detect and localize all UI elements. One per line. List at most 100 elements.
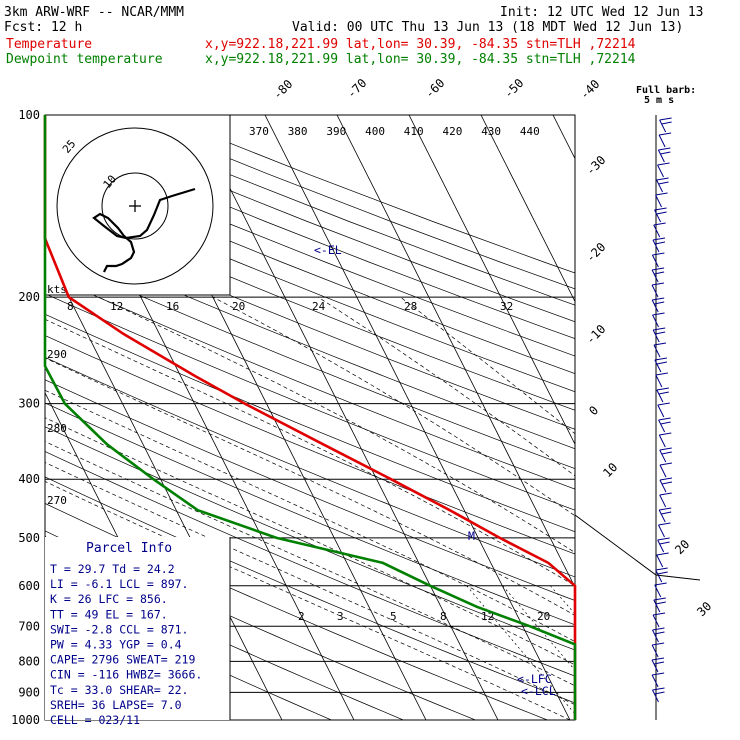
pressure-label: 600 — [18, 579, 40, 593]
wind-barb-flag — [654, 241, 666, 245]
wind-barb-staff — [658, 509, 666, 523]
isotherm-label: -40 — [577, 77, 602, 102]
forecast-hour: Fcst: 12 h — [4, 20, 82, 35]
parcel-info-row: TT = 49 EL = 167. — [50, 607, 168, 621]
mixing-ratio-line — [550, 585, 575, 615]
hodo-speed-label: 20 — [232, 300, 245, 313]
wind-barb-staff — [655, 374, 663, 388]
wind-barb-flag — [656, 211, 667, 215]
wind-barb-flag — [655, 372, 668, 376]
mixing-ratio-labels: 2 3 5 8 12 20 — [298, 610, 550, 623]
isotherm-line — [480, 115, 575, 303]
lfc-marker: <-LFC — [517, 672, 552, 686]
wind-barb-flag — [658, 417, 671, 421]
wind-barb-flag — [652, 627, 665, 631]
wind-barb-flag — [656, 361, 667, 365]
isotherm-label: 20 — [672, 537, 692, 557]
wind-barb-flag — [661, 481, 673, 485]
wind-barb-staff — [659, 464, 667, 478]
wind-barb-staff — [654, 584, 662, 598]
isotherm-label: -60 — [422, 76, 447, 101]
isotherm-label: -20 — [583, 240, 608, 265]
wind-barb-staff — [655, 569, 663, 583]
dry-adiabat — [45, 426, 575, 651]
wind-barb-flag — [654, 582, 667, 586]
dry-adiabat — [45, 588, 333, 720]
wind-barb-staff — [654, 359, 662, 373]
plot-frame — [44, 114, 576, 721]
wind-barb-staff — [652, 239, 660, 253]
dewpoint-trace — [43, 115, 577, 720]
dry-adiabat — [45, 293, 575, 511]
init-time: Init: 12 UTC Wed 12 Jun 13 — [500, 5, 704, 20]
wind-barb-flag — [653, 342, 667, 346]
wind-barb-flag — [657, 162, 670, 166]
isotherm-line — [408, 115, 575, 446]
dry-adiabat — [45, 234, 575, 450]
isotherm-line — [697, 115, 740, 720]
wind-barb-staff — [657, 539, 665, 553]
theta-e-label: 420 — [443, 125, 463, 138]
wind-barb-staff — [652, 689, 659, 703]
wind-barb-staff — [659, 119, 667, 133]
wind-barb-flag — [652, 687, 665, 691]
wind-barb-flag — [655, 192, 668, 196]
theta-label: 290 — [47, 348, 67, 361]
isotherm-label: -70 — [344, 76, 369, 101]
temperature-legend: Temperature — [6, 37, 92, 52]
isotherm-label: 0 — [586, 403, 601, 418]
wind-barb-staff — [652, 314, 660, 328]
wind-barb-staff — [656, 389, 664, 403]
theta-e-label: 430 — [481, 125, 501, 138]
wind-barb-flag — [655, 601, 666, 605]
mixing-ratio-label: 2 — [298, 610, 305, 623]
hodo-speed-label: 16 — [166, 300, 179, 313]
hodograph-ring-inner — [101, 172, 169, 240]
wind-barb-flag — [659, 492, 672, 496]
pressure-label: 900 — [18, 685, 40, 699]
wind-barb-staff — [652, 329, 660, 343]
wind-barb-staff — [658, 419, 666, 433]
wind-barb-flag — [659, 432, 672, 436]
moist-adiabat — [317, 296, 575, 477]
dewpoint-legend: Dewpoint temperature — [6, 52, 163, 67]
mixing-ratio-label: 20 — [537, 610, 550, 623]
isotherm-line — [264, 115, 571, 720]
temperature-station-info: x,y=922.18,221.99 lat,lon= 30.39, -84.35… — [205, 37, 636, 52]
theta-e-label: 390 — [326, 125, 346, 138]
mixing-ratio-label: 8 — [440, 610, 447, 623]
wind-barb-flag — [654, 301, 665, 305]
wind-barb-flag — [654, 691, 665, 695]
dry-adiabat — [45, 253, 575, 469]
wind-barb-flag — [660, 151, 671, 155]
wind-barb-flag — [654, 207, 667, 211]
isotherm-label: -30 — [583, 153, 608, 178]
parcel-info-row: CIN = -116 HWBZ= 3666. — [50, 668, 202, 682]
wind-barb-staff — [651, 269, 659, 283]
dry-adiabat — [45, 162, 575, 375]
hodo-units: kts — [47, 283, 67, 296]
wind-barb-staff — [659, 479, 667, 493]
mixing-ratio-line — [502, 585, 575, 671]
wind-barb-staff — [657, 149, 665, 163]
pressure-axis-labels: 100 200 300 400 500 600 700 800 900 1000 — [11, 108, 40, 727]
isotherm-label: -10 — [583, 322, 608, 347]
wind-barb-flag — [653, 661, 665, 665]
wind-barb-flag — [660, 421, 671, 425]
hodo-speed-label: 32 — [500, 300, 513, 313]
mixing-ratio-label: 3 — [337, 610, 344, 623]
theta-e-label: 440 — [520, 125, 540, 138]
pressure-label: 700 — [18, 619, 40, 633]
parcel-info-row: SWI= -2.8 CCL = 871. — [50, 622, 188, 636]
mixing-ratio-line — [638, 586, 740, 720]
dry-adiabat — [45, 273, 575, 490]
wind-barb-staff — [651, 299, 659, 313]
wind-barb-staff — [653, 344, 661, 358]
wind-barb-flag — [657, 571, 668, 575]
moist-adiabat — [212, 296, 575, 517]
isotherm-label: 30 — [694, 599, 714, 619]
wind-barb-flag — [653, 597, 666, 601]
hodograph: 25 10 kts — [44, 114, 231, 296]
parcel-info-row: LI = -6.1 LCL = 897. — [50, 577, 188, 591]
wind-barb-flag — [651, 282, 665, 286]
